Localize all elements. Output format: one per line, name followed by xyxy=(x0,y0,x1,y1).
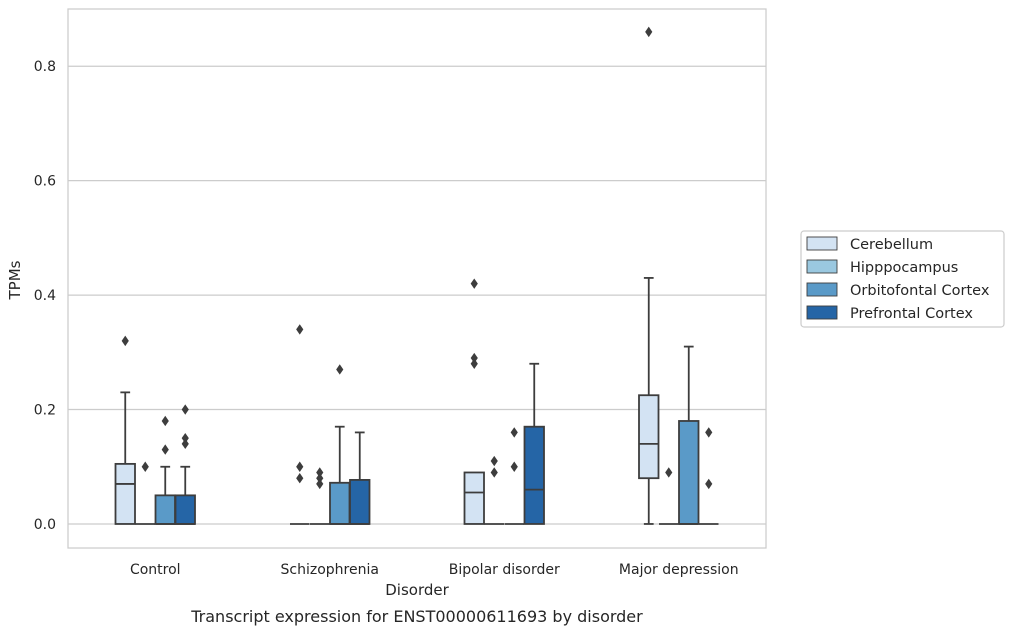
outlier-point xyxy=(665,467,673,478)
box-orbitofontal-cortex xyxy=(504,427,524,525)
outlier-point xyxy=(316,472,324,484)
y-axis: 0.0 0.2 0.4 0.6 0.8 xyxy=(34,59,56,533)
outlier-point xyxy=(336,364,344,375)
box-body xyxy=(329,481,351,525)
legend-label: Cerebellum xyxy=(850,237,933,253)
y-tick-label: 0.6 xyxy=(34,174,56,190)
x-axis-label: Disorder xyxy=(385,581,449,599)
outlier-point xyxy=(181,432,189,444)
legend: Cerebellum Hipppocampus Orbitofontal Corte… xyxy=(800,230,1005,328)
box-cerebellum xyxy=(114,335,136,525)
outlier-point xyxy=(510,427,518,438)
box-body xyxy=(523,425,545,525)
box-body xyxy=(349,479,371,525)
box-cerebellum xyxy=(463,278,485,525)
outlier-point xyxy=(470,352,478,364)
outlier-point xyxy=(161,444,169,455)
box-hipppocampus xyxy=(135,461,155,525)
box-cerebellum xyxy=(290,324,310,525)
outlier-point xyxy=(705,478,713,490)
outlier-point xyxy=(141,461,149,472)
legend-swatch xyxy=(806,282,838,297)
outlier-point xyxy=(490,455,498,467)
box-hipppocampus xyxy=(310,467,330,525)
box-hipppocampus xyxy=(484,455,504,525)
outlier-point xyxy=(316,467,324,478)
box-orbitofontal-cortex xyxy=(678,345,700,525)
y-tick-label: 0.2 xyxy=(34,403,56,419)
legend-label: Prefrontal Cortex xyxy=(850,306,973,322)
box-body xyxy=(114,462,136,525)
box-prefrontal-cortex xyxy=(174,404,196,525)
y-axis-label: TPMs xyxy=(6,260,24,300)
outlier-point xyxy=(316,478,324,490)
legend-label: Hipppocampus xyxy=(850,260,958,276)
outlier-point xyxy=(161,415,169,427)
legend-swatch xyxy=(806,305,838,320)
box-prefrontal-cortex xyxy=(699,427,719,525)
outlier-point xyxy=(470,278,478,289)
x-tick-label: Bipolar disorder xyxy=(449,562,560,578)
box-body xyxy=(174,494,196,525)
plot-frame xyxy=(67,8,767,549)
figure-caption: Transcript expression for ENST0000061169… xyxy=(190,607,643,626)
outlier-point xyxy=(296,472,304,484)
x-axis: Control Schizophrenia Bipolar disorder Majo… xyxy=(130,562,739,578)
outlier-point xyxy=(181,438,189,450)
box-body xyxy=(678,420,700,525)
gridlines xyxy=(68,65,766,525)
legend-swatch xyxy=(806,236,838,251)
box-plot-marks xyxy=(114,26,719,525)
outlier-point xyxy=(296,461,304,472)
box-prefrontal-cortex xyxy=(349,431,371,525)
outlier-point xyxy=(510,461,518,472)
y-tick-label: 0.4 xyxy=(34,288,56,304)
legend-swatch xyxy=(806,259,838,274)
x-tick-label: Schizophrenia xyxy=(281,562,379,578)
outlier-point xyxy=(181,404,189,415)
box-prefrontal-cortex xyxy=(523,362,545,525)
legend-frame xyxy=(800,230,1005,328)
outlier-point xyxy=(121,335,129,347)
legend-label: Orbitofontal Cortex xyxy=(850,283,990,299)
box-hipppocampus xyxy=(659,467,679,525)
box-body xyxy=(638,394,660,480)
box-cerebellum xyxy=(638,26,660,525)
x-tick-label: Control xyxy=(130,562,181,578)
y-tick-label: 0.8 xyxy=(34,59,56,75)
box-body xyxy=(154,494,176,525)
outlier-point xyxy=(645,26,653,38)
x-tick-label: Major depression xyxy=(619,562,739,578)
box-orbitofontal-cortex xyxy=(329,364,351,525)
outlier-point xyxy=(490,467,498,478)
outlier-point xyxy=(705,427,713,438)
box-orbitofontal-cortex xyxy=(154,415,176,525)
outlier-point xyxy=(296,324,304,335)
outlier-point xyxy=(470,358,478,369)
box-body xyxy=(463,471,485,525)
y-tick-label: 0.0 xyxy=(34,517,56,533)
